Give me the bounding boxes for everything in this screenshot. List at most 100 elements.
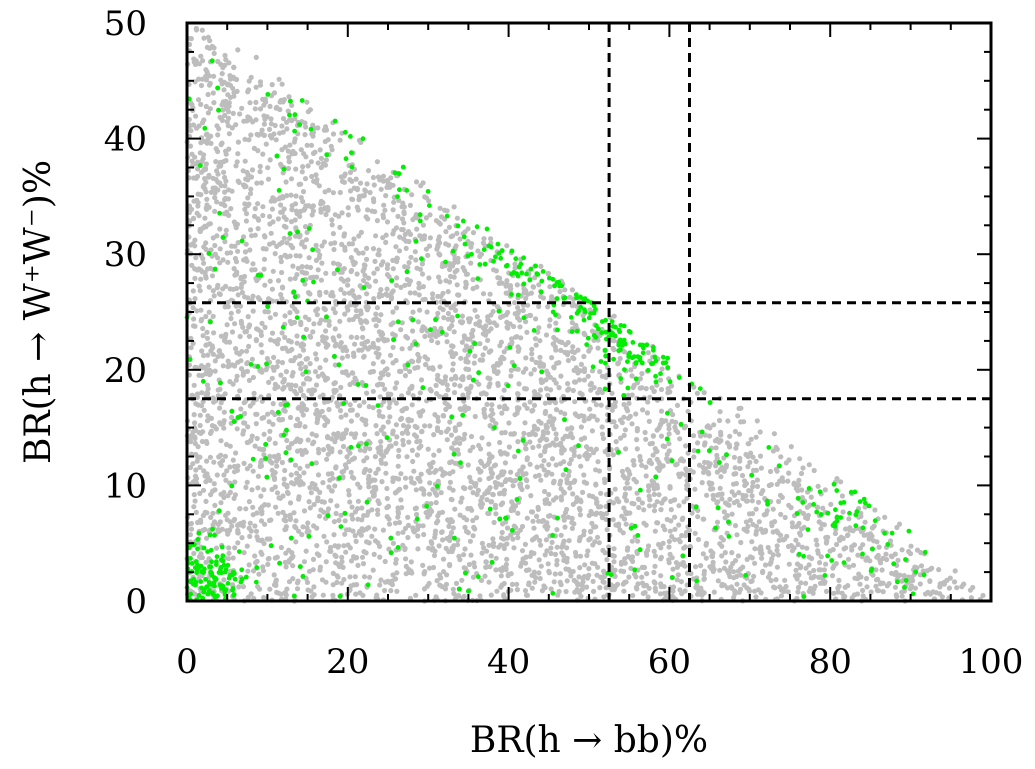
gray-point <box>438 490 444 496</box>
gray-point <box>952 568 958 574</box>
gray-point <box>651 508 658 514</box>
gray-point <box>556 442 562 448</box>
gray-point <box>602 550 608 556</box>
gray-point <box>264 114 270 120</box>
gray-point <box>448 349 454 355</box>
gray-point <box>517 482 523 488</box>
gray-point <box>249 433 255 439</box>
gray-point <box>531 573 537 579</box>
gray-point <box>278 259 284 265</box>
gray-point <box>713 463 719 469</box>
gray-point <box>569 446 575 452</box>
gray-point <box>673 462 679 468</box>
gray-point <box>548 550 554 557</box>
gray-point <box>224 468 230 474</box>
gray-point <box>876 544 882 550</box>
gray-point <box>682 563 688 569</box>
gray-point <box>315 160 321 166</box>
gray-point <box>343 369 349 375</box>
gray-point <box>545 561 551 567</box>
gray-point <box>212 242 218 249</box>
gray-point <box>460 265 466 271</box>
gray-point <box>658 433 665 439</box>
gray-point <box>578 424 585 430</box>
gray-point <box>317 513 323 519</box>
gray-point <box>515 510 521 516</box>
gray-point <box>309 391 315 397</box>
gray-point <box>233 346 239 352</box>
gray-point <box>205 474 211 480</box>
gray-point <box>234 373 240 379</box>
gray-point <box>382 558 388 565</box>
gray-point <box>703 555 709 561</box>
gray-point <box>303 376 310 382</box>
gray-point <box>288 176 295 182</box>
gray-point <box>589 368 596 374</box>
gray-point <box>546 568 552 575</box>
gray-point <box>756 519 762 525</box>
gray-point <box>242 420 248 426</box>
gray-point <box>237 303 244 309</box>
gray-point <box>216 454 222 460</box>
gray-point <box>778 593 785 599</box>
gray-point <box>249 167 256 173</box>
gray-point <box>276 76 282 82</box>
gray-point <box>619 468 626 474</box>
gray-point <box>443 581 450 588</box>
gray-point <box>666 431 672 437</box>
gray-point <box>618 435 624 441</box>
gray-point <box>630 384 636 391</box>
gray-point <box>459 577 465 583</box>
gray-point <box>611 419 617 425</box>
gray-point <box>748 436 754 442</box>
gray-point <box>354 412 360 418</box>
gray-point <box>219 81 225 87</box>
gray-point <box>226 60 232 66</box>
gray-point <box>250 293 256 299</box>
gray-point <box>284 437 290 444</box>
gray-point <box>576 454 582 460</box>
gray-point <box>599 373 606 379</box>
gray-point <box>729 550 735 556</box>
gray-point <box>240 584 246 590</box>
gray-point <box>493 555 499 561</box>
gray-point <box>352 434 358 440</box>
gray-point <box>488 553 494 559</box>
gray-point <box>595 459 601 465</box>
gray-point <box>223 477 229 483</box>
gray-point <box>310 556 317 563</box>
gray-point <box>367 468 373 474</box>
gray-point <box>287 516 293 523</box>
gray-point <box>231 76 238 82</box>
gray-point <box>838 479 844 485</box>
gray-point <box>403 563 409 570</box>
gray-point <box>285 382 292 388</box>
gray-point <box>815 548 821 554</box>
gray-point <box>799 487 805 493</box>
gray-point <box>217 180 223 186</box>
gray-point <box>527 399 533 405</box>
gray-point <box>570 491 576 497</box>
gray-point <box>639 385 645 391</box>
gray-point <box>356 197 362 203</box>
gray-point <box>543 472 549 478</box>
gray-point <box>587 536 593 542</box>
gray-point <box>622 560 628 566</box>
gray-point <box>275 278 282 284</box>
gray-point <box>204 369 210 375</box>
gray-point <box>208 514 214 521</box>
gray-point <box>793 485 799 491</box>
gray-point <box>219 159 225 165</box>
gray-point <box>750 484 756 490</box>
gray-point <box>588 387 594 393</box>
gray-point <box>385 181 391 187</box>
gray-point <box>685 408 691 415</box>
gray-point <box>448 273 454 279</box>
gray-point <box>302 120 308 126</box>
gray-point <box>241 182 248 188</box>
gray-point <box>357 484 363 490</box>
gray-point <box>371 182 377 188</box>
gray-point <box>191 504 197 510</box>
gray-point <box>765 544 771 551</box>
gray-point <box>279 296 285 302</box>
